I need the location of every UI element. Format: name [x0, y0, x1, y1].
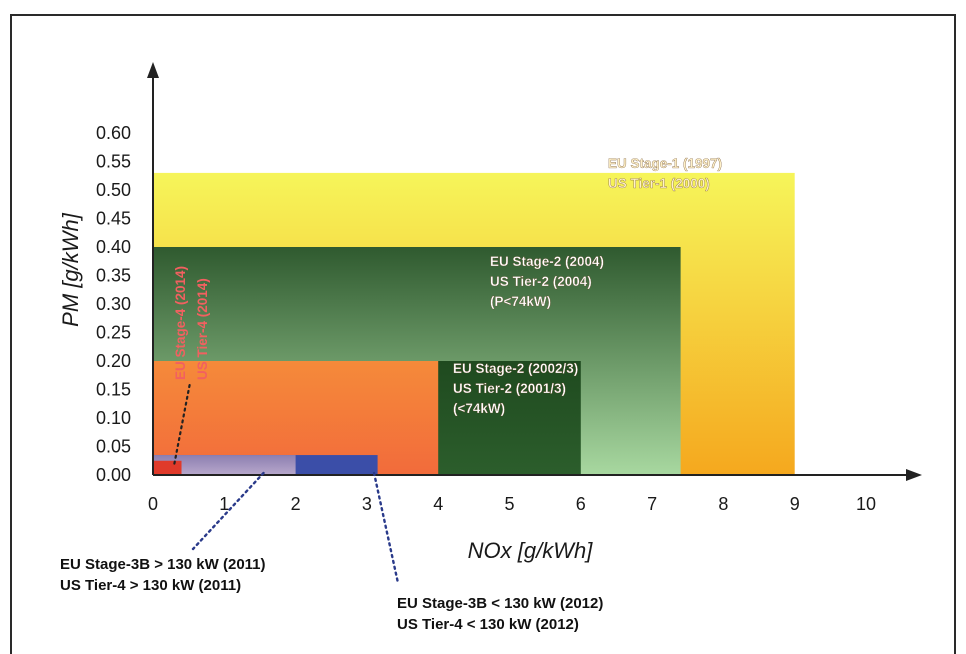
y-tick-label: 0.20 — [96, 351, 131, 371]
stage4-label-0: EU Stage-4 (2014) — [173, 266, 188, 380]
x-tick-label: 3 — [362, 494, 372, 514]
x-tick-label: 8 — [718, 494, 728, 514]
x-tick-label: 1 — [219, 494, 229, 514]
region-label-2-1: US Tier-2 (2001/3) — [453, 381, 566, 396]
region-label-1-1: US Tier-2 (2004) — [490, 274, 592, 289]
annotation-text-0-0: EU Stage-3B > 130 kW (2011) — [60, 556, 266, 573]
x-tick-label: 5 — [504, 494, 514, 514]
x-tick-label: 7 — [647, 494, 657, 514]
y-tick-label: 0.55 — [96, 152, 131, 172]
region-label-0-1: US Tier-1 (2000) — [608, 176, 710, 191]
x-axis-title: NOx [g/kWh] — [468, 538, 594, 563]
region-6 — [153, 460, 182, 475]
stage4-leader — [173, 381, 192, 465]
y-tick-label: 0.25 — [96, 323, 131, 343]
x-tick-label: 10 — [856, 494, 876, 514]
y-tick-label: 0.35 — [96, 266, 131, 286]
annotation-text-0-1: US Tier-4 > 130 kW (2011) — [60, 577, 241, 594]
x-axis-arrow — [906, 469, 922, 481]
stage4-label-1: US Tier-4 (2014) — [195, 278, 210, 380]
y-tick-label: 0.30 — [96, 294, 131, 314]
x-tick-label: 6 — [576, 494, 586, 514]
y-tick-label: 0.05 — [96, 437, 131, 457]
y-tick-label: 0.00 — [96, 465, 131, 485]
x-tick-label: 2 — [291, 494, 301, 514]
y-axis-title: PM [g/kWh] — [58, 212, 83, 327]
region-label-2-0: EU Stage-2 (2002/3) — [453, 361, 578, 376]
x-tick-label: 4 — [433, 494, 443, 514]
annotation-text-1-1: US Tier-4 < 130 kW (2012) — [397, 616, 579, 633]
y-axis-arrow — [147, 62, 159, 78]
x-tick-label: 9 — [790, 494, 800, 514]
y-tick-label: 0.15 — [96, 380, 131, 400]
y-tick-label: 0.10 — [96, 408, 131, 428]
annotation-text-1-0: EU Stage-3B < 130 kW (2012) — [397, 595, 603, 612]
region-label-1-2: (P<74kW) — [490, 294, 551, 309]
chart-frame — [10, 14, 956, 654]
region-5 — [153, 455, 296, 475]
x-tick-label: 0 — [148, 494, 158, 514]
y-tick-label: 0.45 — [96, 209, 131, 229]
annotation-leader-1 — [372, 471, 400, 585]
region-label-1-0: EU Stage-2 (2004) — [490, 254, 604, 269]
region-label-2-2: (<74kW) — [453, 401, 505, 416]
annotation-leader-0 — [191, 471, 265, 551]
y-tick-label: 0.60 — [96, 123, 131, 143]
y-tick-label: 0.40 — [96, 237, 131, 257]
region-label-0-0: EU Stage-1 (1997) — [608, 156, 722, 171]
y-tick-label: 0.50 — [96, 180, 131, 200]
